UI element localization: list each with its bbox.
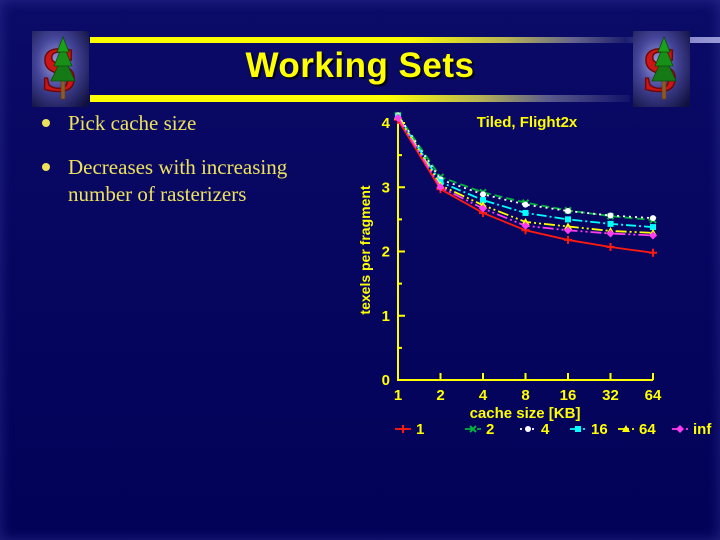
svg-text:16: 16 (560, 387, 577, 404)
svg-text:2: 2 (436, 387, 444, 404)
bullet-dot-icon (42, 163, 50, 171)
svg-text:2: 2 (382, 244, 390, 261)
svg-text:inf: inf (693, 421, 712, 438)
title-rule-bottom (90, 95, 630, 102)
svg-text:8: 8 (521, 387, 529, 404)
svg-text:1: 1 (382, 308, 390, 325)
stanford-logo-right-icon: S (633, 31, 690, 107)
svg-text:64: 64 (639, 421, 656, 438)
bullet-item-2: Decreases with increasing number of rast… (40, 154, 332, 208)
svg-text:2: 2 (486, 421, 494, 438)
stanford-logo-left-icon: S (32, 31, 89, 107)
svg-text:0: 0 (382, 372, 390, 389)
svg-text:texels per fragment: texels per fragment (358, 185, 373, 314)
svg-text:4: 4 (541, 421, 550, 438)
bullet-list: Pick cache size Decreases with increasin… (40, 110, 332, 225)
logo-tree-icon (651, 35, 677, 100)
svg-text:1: 1 (416, 421, 424, 438)
svg-text:16: 16 (591, 421, 608, 438)
svg-text:3: 3 (382, 179, 390, 196)
bullet-text: Pick cache size (68, 111, 197, 135)
svg-text:64: 64 (645, 387, 662, 404)
svg-text:Tiled, Flight2x: Tiled, Flight2x (477, 114, 578, 131)
svg-text:4: 4 (382, 115, 391, 132)
slide-title: Working Sets (245, 46, 475, 85)
bullet-dot-icon (42, 119, 50, 127)
bullet-item-1: Pick cache size (40, 110, 332, 137)
svg-text:32: 32 (602, 387, 619, 404)
svg-text:4: 4 (479, 387, 488, 404)
title-rule-top (90, 37, 720, 43)
bullet-text: Decreases with increasing number of rast… (68, 155, 288, 206)
svg-text:1: 1 (394, 387, 402, 404)
svg-text:cache size [KB]: cache size [KB] (470, 405, 581, 422)
logo-tree-icon (50, 35, 76, 100)
